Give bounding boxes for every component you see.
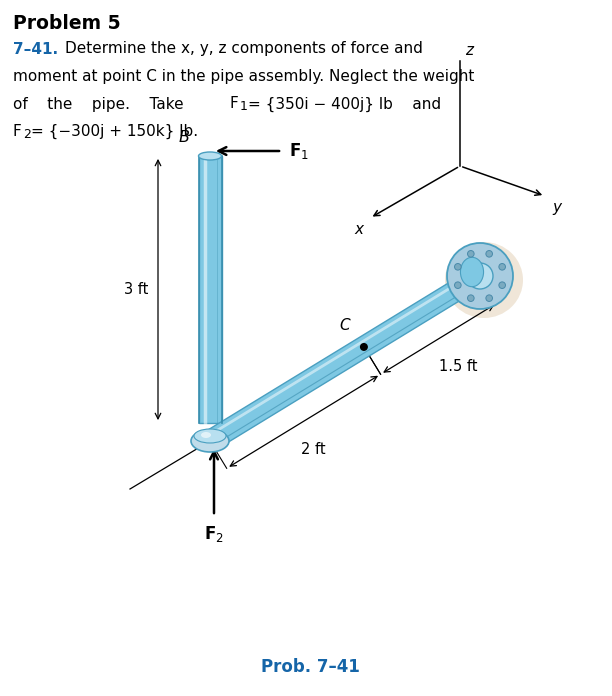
Circle shape xyxy=(455,264,461,270)
Text: C: C xyxy=(339,318,350,333)
Text: $\mathbf{F}_1$: $\mathbf{F}_1$ xyxy=(289,141,309,161)
Text: = {350i − 400j} lb    and: = {350i − 400j} lb and xyxy=(248,97,441,111)
Text: y: y xyxy=(552,200,561,215)
Text: 2 ft: 2 ft xyxy=(300,442,326,457)
Text: 3 ft: 3 ft xyxy=(124,282,148,297)
Ellipse shape xyxy=(198,152,222,160)
Text: B: B xyxy=(179,130,190,145)
Text: of    the    pipe.    Take: of the pipe. Take xyxy=(13,97,184,111)
Polygon shape xyxy=(198,156,222,423)
Text: = {−300j + 150k} lb.: = {−300j + 150k} lb. xyxy=(31,124,198,139)
Text: F: F xyxy=(13,124,22,139)
Text: Prob. 7–41: Prob. 7–41 xyxy=(261,658,359,676)
Circle shape xyxy=(468,251,474,257)
Text: 1.5 ft: 1.5 ft xyxy=(439,359,477,374)
Text: 7–41.: 7–41. xyxy=(13,42,58,56)
Circle shape xyxy=(499,264,506,270)
Text: F: F xyxy=(230,97,239,111)
Ellipse shape xyxy=(201,432,211,438)
Ellipse shape xyxy=(460,258,483,287)
Ellipse shape xyxy=(194,429,226,443)
Text: 1: 1 xyxy=(240,100,248,113)
Circle shape xyxy=(486,295,493,301)
Ellipse shape xyxy=(191,430,229,452)
Text: Determine the x, y, z components of force and: Determine the x, y, z components of forc… xyxy=(65,42,423,56)
Text: x: x xyxy=(354,222,363,237)
Text: moment at point C in the pipe assembly. Neglect the weight: moment at point C in the pipe assembly. … xyxy=(13,69,474,84)
Text: Problem 5: Problem 5 xyxy=(13,14,121,33)
Circle shape xyxy=(499,282,506,288)
Polygon shape xyxy=(204,267,485,450)
Circle shape xyxy=(447,243,513,309)
Circle shape xyxy=(467,263,493,289)
Text: $\mathbf{F}_2$: $\mathbf{F}_2$ xyxy=(204,524,224,544)
Ellipse shape xyxy=(445,242,523,318)
Circle shape xyxy=(468,295,474,301)
Text: z: z xyxy=(465,43,473,58)
Circle shape xyxy=(486,251,493,257)
Text: 2: 2 xyxy=(23,128,31,141)
Circle shape xyxy=(455,282,461,288)
Circle shape xyxy=(360,343,368,351)
